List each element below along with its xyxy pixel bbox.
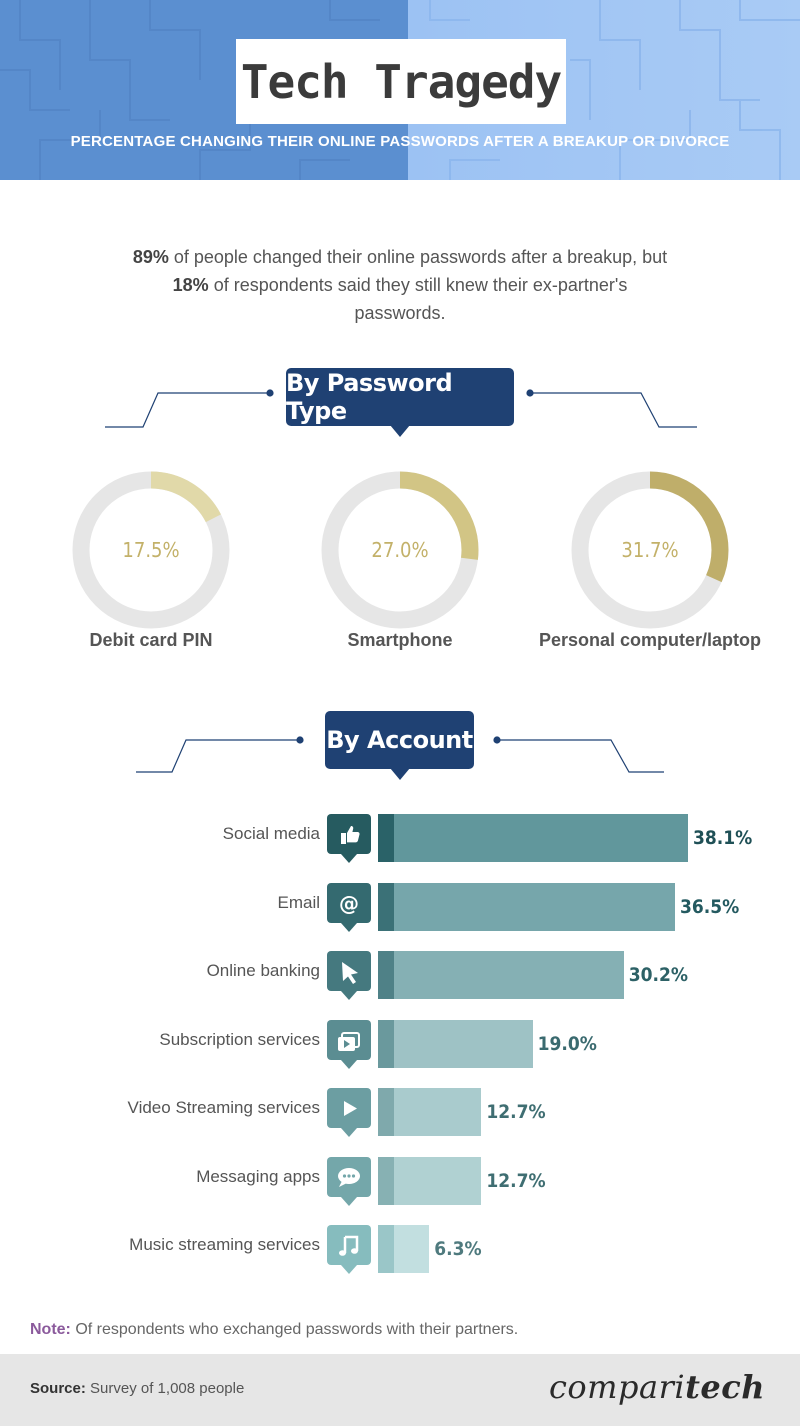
donut-category-label: Debit card PIN: [89, 630, 213, 650]
at-sign-icon-glyph: @: [339, 892, 359, 916]
intro-stat-2: 18%: [172, 275, 209, 295]
bar-category-label: Video Streaming services: [127, 1098, 320, 1117]
bar-accent-stripe: [378, 951, 394, 999]
donut-svg: [571, 471, 729, 629]
donut-value-label: 27.0%: [371, 538, 429, 562]
donut-svg: [321, 471, 479, 629]
page-title: Tech Tragedy: [240, 54, 562, 109]
thumbs-up-icon-glyph: [341, 826, 360, 844]
play-icon: [327, 1088, 371, 1137]
bar-accent-stripe: [378, 1020, 394, 1068]
bar-category-label: Social media: [222, 824, 320, 843]
donut-smartphone: 27.0%: [320, 470, 480, 630]
bar: [378, 1157, 482, 1205]
donut-arc: [321, 471, 479, 629]
source-value: Survey of 1,008 people: [85, 1380, 245, 1397]
bar-category-label: Online banking: [206, 961, 320, 980]
note-text: Of respondents who exchanged passwords w…: [70, 1321, 519, 1338]
donut-category-label: Smartphone: [347, 630, 453, 650]
donut-svg: [72, 471, 230, 629]
bar-row-video-streaming-services: Video Streaming services 12.7%: [0, 1088, 800, 1137]
subscription-play-icon: [327, 1020, 371, 1069]
page-subtitle: PERCENTAGE CHANGING THEIR ONLINE PASSWOR…: [70, 133, 730, 150]
donut-category-label: Personal computer/laptop: [538, 630, 762, 650]
brand-bold: tech: [685, 1368, 765, 1406]
bar-accent-stripe: [378, 1157, 394, 1205]
music-note-icon: [327, 1225, 371, 1274]
intro-text-2: of respondents said they still knew thei…: [208, 275, 628, 323]
note-label: Note:: [30, 1321, 71, 1338]
bar-value-label: 38.1%: [693, 827, 753, 849]
bar-row-messaging-apps: Messaging apps 12.7%: [0, 1157, 800, 1206]
source-text: Source: Survey of 1,008 people: [30, 1380, 244, 1397]
bar-row-online-banking: Online banking 30.2%: [0, 951, 800, 1000]
svg-text:@: @: [339, 892, 359, 916]
bar-value-label: 36.5%: [679, 896, 740, 918]
bar: [378, 1088, 482, 1136]
bar: [378, 883, 675, 931]
header-banner: Tech Tragedy PERCENTAGE CHANGING THEIR O…: [0, 0, 800, 180]
intro-text: 89% of people changed their online passw…: [130, 243, 670, 327]
bar-value-label: 6.3%: [434, 1238, 482, 1260]
bar-row-music-streaming-services: Music streaming services 6.3%: [0, 1225, 800, 1274]
donut-personal-computer-laptop: 31.7%: [570, 470, 730, 630]
bar-accent-stripe: [378, 883, 394, 931]
donut-value-label: 17.5%: [122, 538, 180, 562]
section-title-account: By Account: [325, 711, 474, 780]
bar-accent-stripe: [378, 1225, 394, 1273]
brand-logo: comparitech: [549, 1368, 765, 1406]
bar-value-label: 12.7%: [486, 1170, 546, 1192]
donut-value-label: 31.7%: [621, 538, 679, 562]
footnote: Note: Of respondents who exchanged passw…: [30, 1321, 518, 1339]
intro-text-1: of people changed their online passwords…: [168, 247, 668, 267]
bar-category-label: Subscription services: [159, 1030, 320, 1049]
bar-category-label: Messaging apps: [196, 1167, 320, 1186]
bar-category-label: Email: [277, 893, 320, 912]
intro-stat-1: 89%: [132, 247, 169, 267]
thumbs-up-icon: [327, 814, 371, 863]
bar: [378, 951, 624, 999]
bar-value-label: 12.7%: [486, 1101, 546, 1123]
bar-row-social-media: Social media 38.1%: [0, 814, 800, 863]
bar-row-email: Email @36.5%: [0, 883, 800, 932]
brand-light: compari: [548, 1368, 686, 1406]
bar-accent-stripe: [378, 1088, 394, 1136]
source-label: Source:: [30, 1380, 86, 1397]
at-sign-icon: @: [327, 883, 371, 932]
bar-accent-stripe: [378, 814, 394, 862]
bar: [378, 1020, 533, 1068]
music-note-icon-glyph: [339, 1235, 359, 1256]
footer: Source: Survey of 1,008 people comparite…: [0, 1354, 800, 1426]
chat-bubble-icon: [327, 1157, 371, 1206]
bar-value-label: 30.2%: [628, 964, 689, 986]
bar-row-subscription-services: Subscription services 19.0%: [0, 1020, 800, 1069]
chat-bubble-icon-glyph: [338, 1168, 360, 1187]
section-title-password-type: By Password Type: [286, 368, 514, 437]
bar: [378, 814, 688, 862]
bar-value-label: 19.0%: [537, 1033, 597, 1055]
donut-arc: [571, 471, 729, 629]
bar-category-label: Music streaming services: [129, 1235, 320, 1254]
donut-debit-card-pin: 17.5%: [71, 470, 231, 630]
play-icon-glyph: [344, 1101, 357, 1116]
cursor-arrow-icon-glyph: [342, 962, 358, 984]
cursor-arrow-icon: [327, 951, 371, 1000]
circuit-background: [0, 0, 800, 180]
subscription-play-icon-glyph: [338, 1032, 360, 1051]
title-box: Tech Tragedy: [236, 39, 566, 124]
donut-arc: [72, 471, 230, 629]
